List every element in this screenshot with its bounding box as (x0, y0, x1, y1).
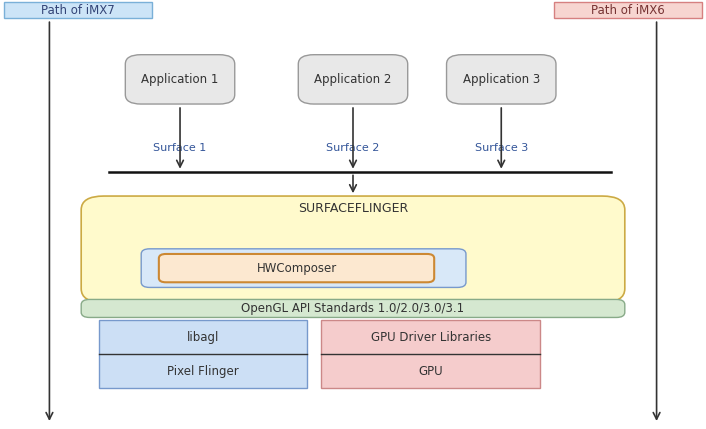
Text: Pixel Flinger: Pixel Flinger (167, 365, 239, 378)
Text: Path of iMX7: Path of iMX7 (41, 4, 114, 17)
FancyBboxPatch shape (99, 320, 307, 388)
Text: Surface 1: Surface 1 (153, 143, 207, 153)
Text: HWComposer: HWComposer (256, 262, 337, 275)
Text: Application 3: Application 3 (462, 73, 540, 86)
FancyBboxPatch shape (446, 55, 556, 104)
Text: Surface 2: Surface 2 (326, 143, 380, 153)
FancyBboxPatch shape (321, 320, 540, 388)
Text: GPU: GPU (419, 365, 443, 378)
Text: OpenGL API Standards 1.0/2.0/3.0/3.1: OpenGL API Standards 1.0/2.0/3.0/3.1 (241, 302, 465, 315)
FancyBboxPatch shape (81, 299, 625, 317)
Text: SURFACEFLINGER: SURFACEFLINGER (298, 202, 408, 215)
Text: Path of iMX6: Path of iMX6 (592, 4, 665, 17)
FancyBboxPatch shape (141, 249, 466, 287)
Text: Application 2: Application 2 (314, 73, 392, 86)
Text: Application 1: Application 1 (141, 73, 219, 86)
FancyBboxPatch shape (126, 55, 234, 104)
Text: libagl: libagl (187, 331, 219, 344)
FancyBboxPatch shape (298, 55, 408, 104)
Text: GPU Driver Libraries: GPU Driver Libraries (371, 331, 491, 344)
FancyBboxPatch shape (4, 2, 152, 18)
FancyBboxPatch shape (159, 254, 434, 282)
FancyBboxPatch shape (554, 2, 702, 18)
Text: Surface 3: Surface 3 (474, 143, 528, 153)
FancyBboxPatch shape (81, 196, 625, 302)
